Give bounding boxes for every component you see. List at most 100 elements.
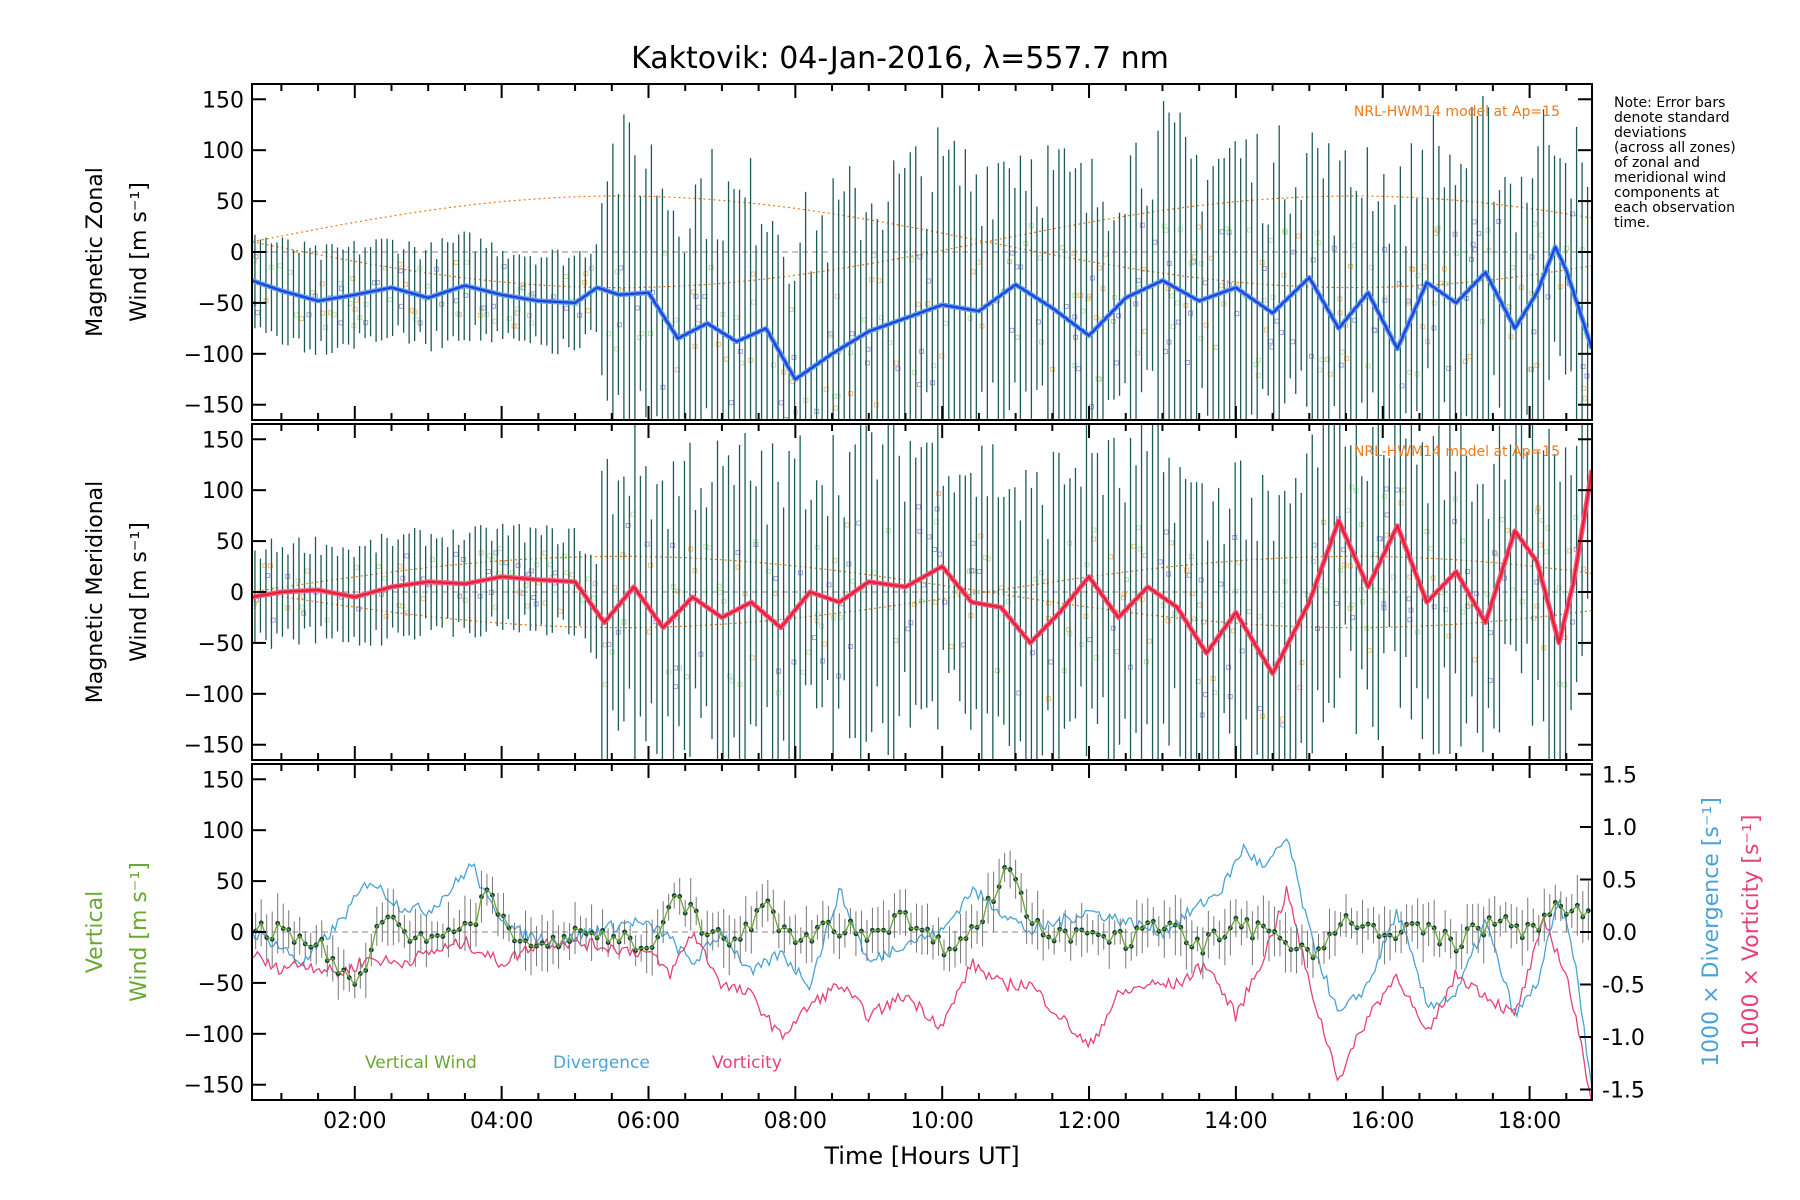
zone-estimate-point xyxy=(1534,603,1540,609)
zone-estimate-point xyxy=(911,601,917,607)
zone-estimate-point xyxy=(1534,362,1540,368)
note-line: each observation xyxy=(1614,200,1736,216)
zone-estimate-point xyxy=(1383,486,1389,492)
zone-estimate-point xyxy=(831,393,837,399)
zone-estimate-point xyxy=(1556,681,1562,687)
zone-estimate-point xyxy=(1198,261,1204,267)
zone-estimate-point xyxy=(1383,532,1389,538)
zone-estimate-point xyxy=(815,611,821,617)
x-tick-label: 10:00 xyxy=(910,1109,973,1134)
zone-estimate-point xyxy=(1465,603,1471,609)
zone-estimate-point xyxy=(400,575,406,581)
zone-estimate-point xyxy=(970,540,976,546)
zone-estimate-point xyxy=(833,405,839,411)
zone-estimate-point xyxy=(782,431,786,435)
zone-estimate-point xyxy=(1168,540,1174,546)
zone-estimate-point xyxy=(1496,218,1502,224)
y-tick-label: 50 xyxy=(216,190,244,215)
zone-estimate-point xyxy=(1452,518,1458,524)
y-tick-label: 0 xyxy=(230,581,244,606)
zone-estimate-point xyxy=(301,610,307,616)
zone-estimate-point xyxy=(728,400,734,406)
zone-estimate-point xyxy=(684,674,690,680)
zone-estimate-point xyxy=(1473,590,1479,596)
y2-tick-label: 1.5 xyxy=(1602,764,1637,789)
y-tick-label: 100 xyxy=(202,479,244,504)
zone-estimate-point xyxy=(696,304,702,310)
zone-estimate-point xyxy=(1114,360,1120,366)
note-line: meridional wind xyxy=(1614,170,1727,186)
zone-estimate-point xyxy=(517,286,523,292)
y-axis-label-line2: Wind [m s⁻¹] xyxy=(127,182,152,322)
zone-estimate-point xyxy=(1014,334,1020,340)
zone-estimate-point xyxy=(976,568,982,574)
zone-estimate-point xyxy=(1213,344,1219,350)
zone-estimate-point xyxy=(618,265,624,271)
zone-estimate-point xyxy=(1198,335,1204,341)
zone-estimate-point xyxy=(485,569,491,575)
mean-wind-line xyxy=(252,469,1592,675)
zone-estimate-point xyxy=(1499,516,1505,522)
zone-estimate-point xyxy=(750,299,756,305)
zone-estimate-point xyxy=(978,533,984,539)
zone-estimate-point xyxy=(557,608,563,614)
zone-estimate-point xyxy=(509,569,515,575)
zone-estimate-point xyxy=(943,320,949,326)
zone-estimate-point xyxy=(515,562,521,568)
y-axis-label-line2: Wind [m s⁻¹] xyxy=(127,522,152,662)
zone-estimate-point xyxy=(550,294,556,300)
note-line: denote standard xyxy=(1614,110,1730,126)
zone-estimate-point xyxy=(916,504,922,510)
zone-estimate-point xyxy=(1038,570,1044,576)
zone-estimate-point xyxy=(1472,657,1478,663)
zone-estimate-point xyxy=(1233,588,1239,594)
zone-estimate-point xyxy=(1428,546,1434,552)
y-tick-label: 50 xyxy=(216,530,244,555)
zone-estimate-point xyxy=(717,589,723,595)
zone-estimate-point xyxy=(634,305,640,311)
zone-estimate-point xyxy=(1198,577,1204,583)
zone-estimate-point xyxy=(492,318,498,324)
zone-estimate-point xyxy=(773,575,779,581)
zone-estimate-point xyxy=(895,366,901,372)
zone-estimate-point xyxy=(453,551,459,557)
zone-estimate-point xyxy=(703,544,709,550)
zone-estimate-point xyxy=(1319,357,1325,363)
zone-estimate-point xyxy=(376,564,382,570)
y2-tick-label: 1.0 xyxy=(1602,816,1637,841)
zone-estimate-point xyxy=(1442,606,1448,612)
zone-estimate-point xyxy=(1310,257,1316,263)
zone-estimate-point xyxy=(1121,591,1127,597)
y-tick-label: −150 xyxy=(184,734,244,759)
zone-estimate-point xyxy=(456,312,462,318)
zone-estimate-point xyxy=(1257,705,1263,711)
x-tick-label: 18:00 xyxy=(1498,1109,1561,1134)
zone-estimate-point xyxy=(1170,324,1176,330)
zone-estimate-point xyxy=(1349,484,1355,490)
zone-estimate-point xyxy=(374,279,380,285)
y2-tick-label: 0.0 xyxy=(1602,921,1637,946)
zone-estimate-point xyxy=(670,542,676,548)
zone-estimate-point xyxy=(648,330,654,336)
zone-estimate-point xyxy=(1246,227,1252,233)
zone-estimate-point xyxy=(363,301,369,307)
zone-estimate-point xyxy=(1435,225,1441,231)
zone-estimate-point xyxy=(806,649,812,655)
x-tick-label: 06:00 xyxy=(617,1109,680,1134)
model-label: NRL-HWM14 model at Ap=15 xyxy=(1354,444,1560,460)
zone-estimate-point xyxy=(1283,229,1289,235)
zone-estimate-point xyxy=(1279,716,1285,722)
zone-estimate-point xyxy=(1462,359,1468,365)
x-tick-label: 08:00 xyxy=(764,1109,827,1134)
zone-estimate-point xyxy=(526,312,532,318)
zone-estimate-point xyxy=(1446,365,1452,371)
zone-estimate-point xyxy=(552,570,558,576)
zone-estimate-point xyxy=(464,259,470,265)
zone-estimate-point xyxy=(942,599,948,605)
zone-estimate-point xyxy=(1037,255,1043,261)
y-tick-label: 0 xyxy=(230,241,244,266)
panel-vertical: -1.5 -1.0 -0.5 0.0 0.5 1.0 1.5 1000 × Divergenc… xyxy=(83,763,1764,1170)
zone-estimate-point xyxy=(1391,574,1397,580)
zone-estimate-point xyxy=(306,312,312,318)
zone-estimate-point xyxy=(1532,221,1538,227)
